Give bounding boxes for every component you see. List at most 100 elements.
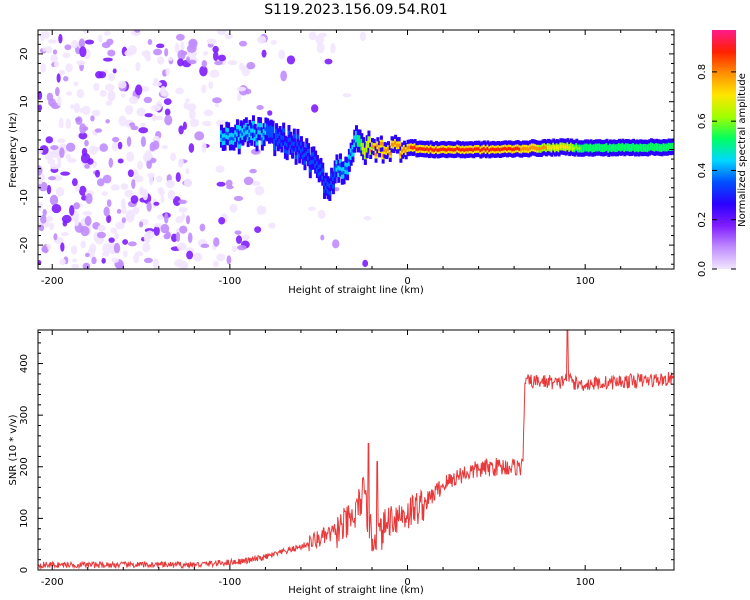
noise-speckle — [105, 119, 110, 124]
ridge-core — [422, 147, 426, 151]
ridge-core — [315, 164, 319, 169]
noise-speckle — [84, 139, 89, 147]
noise-speckle — [217, 54, 226, 62]
ridge-core — [438, 148, 442, 152]
ridge-core — [491, 147, 495, 151]
ridge-core — [562, 145, 566, 149]
ridge-core — [372, 145, 376, 149]
noise-speckle — [75, 183, 81, 193]
ridge-core — [424, 147, 428, 152]
noise-speckle — [332, 239, 340, 249]
ridge-core — [623, 146, 627, 150]
noise-speckle — [168, 57, 173, 62]
noise-speckle — [125, 209, 136, 221]
ridge-core — [546, 145, 550, 149]
noise-speckle — [234, 230, 242, 235]
ridge-core — [356, 139, 360, 143]
ridge-core — [221, 137, 225, 142]
noise-speckle — [177, 58, 184, 67]
noise-speckle — [79, 107, 85, 114]
noise-speckle — [171, 233, 178, 243]
ridge-core — [406, 146, 410, 150]
noise-speckle — [342, 93, 352, 98]
ridge-core — [404, 149, 408, 153]
noise-speckle — [151, 114, 157, 122]
noise-speckle — [95, 71, 103, 79]
ridge-core — [223, 137, 227, 141]
ridge-core — [609, 145, 613, 150]
noise-speckle — [73, 81, 79, 87]
ridge-core — [285, 146, 289, 151]
noise-speckle — [117, 141, 123, 150]
ridge-core — [276, 138, 280, 142]
noise-speckle — [65, 63, 73, 73]
ridge-core — [299, 145, 303, 150]
ridge-core — [474, 147, 478, 151]
ridge-core — [616, 146, 620, 150]
ridge-core — [326, 186, 330, 190]
ridge-core — [411, 146, 415, 150]
noise-speckle — [43, 31, 50, 39]
ridge-core — [486, 146, 490, 151]
noise-speckle — [78, 38, 85, 48]
noise-speckle — [164, 48, 169, 57]
noise-speckle — [83, 30, 88, 34]
ridge-core — [312, 156, 316, 160]
y-tick-label: 200 — [19, 457, 30, 476]
ridge-core — [498, 148, 502, 152]
noise-speckle — [203, 109, 214, 117]
noise-speckle — [80, 226, 90, 237]
noise-speckle — [121, 217, 126, 224]
ridge-core — [591, 146, 595, 151]
ridge-core — [575, 145, 579, 149]
noise-speckle — [216, 181, 226, 187]
ridge-core — [429, 146, 433, 151]
noise-speckle — [38, 165, 43, 176]
ridge-core — [262, 132, 266, 137]
ridge-core — [360, 142, 364, 147]
ridge-core — [319, 167, 323, 172]
ridge-core — [291, 145, 295, 149]
noise-speckle — [90, 115, 95, 122]
noise-speckle — [126, 151, 135, 162]
ridge-core — [353, 139, 357, 143]
ridge-core — [639, 145, 643, 150]
ridge-core — [642, 146, 646, 150]
noise-speckle — [112, 68, 117, 74]
noise-speckle — [189, 118, 200, 128]
noise-speckle — [179, 225, 188, 234]
ridge-core — [251, 125, 255, 129]
noise-speckle — [231, 245, 238, 253]
ridge-core — [303, 157, 307, 161]
noise-speckle — [56, 73, 61, 83]
noise-speckle — [69, 204, 75, 216]
noise-speckle — [42, 208, 47, 217]
noise-speckle — [112, 141, 119, 152]
ridge-core — [440, 147, 444, 151]
noise-speckle — [238, 40, 248, 47]
ridge-core — [289, 141, 293, 145]
figure-title: S119.2023.156.09.54.R01 — [264, 2, 447, 18]
ridge-core — [333, 170, 337, 174]
y-tick-label: 0 — [19, 567, 30, 573]
noise-speckle — [105, 100, 113, 106]
noise-speckle — [178, 207, 188, 213]
noise-speckle — [57, 138, 66, 144]
ridge-core — [264, 127, 268, 131]
ridge-core — [397, 143, 401, 147]
noise-speckle — [201, 84, 207, 94]
snr-x-axis-label: Height of straight line (km) — [288, 585, 424, 596]
noise-speckle — [80, 240, 87, 249]
ridge-core — [596, 145, 600, 150]
snr-y-axis-label: SNR (10 * v/v) — [8, 414, 19, 485]
ridge-core — [573, 146, 577, 151]
ridge-core — [259, 127, 263, 131]
ridge-core — [342, 171, 346, 175]
ridge-core — [641, 146, 645, 150]
noise-speckle — [138, 127, 149, 134]
y-tick-label: 10 — [19, 95, 30, 108]
ridge-core — [475, 147, 479, 151]
noise-speckle — [227, 60, 238, 66]
noise-speckle — [38, 201, 43, 211]
ridge-core — [243, 128, 247, 133]
